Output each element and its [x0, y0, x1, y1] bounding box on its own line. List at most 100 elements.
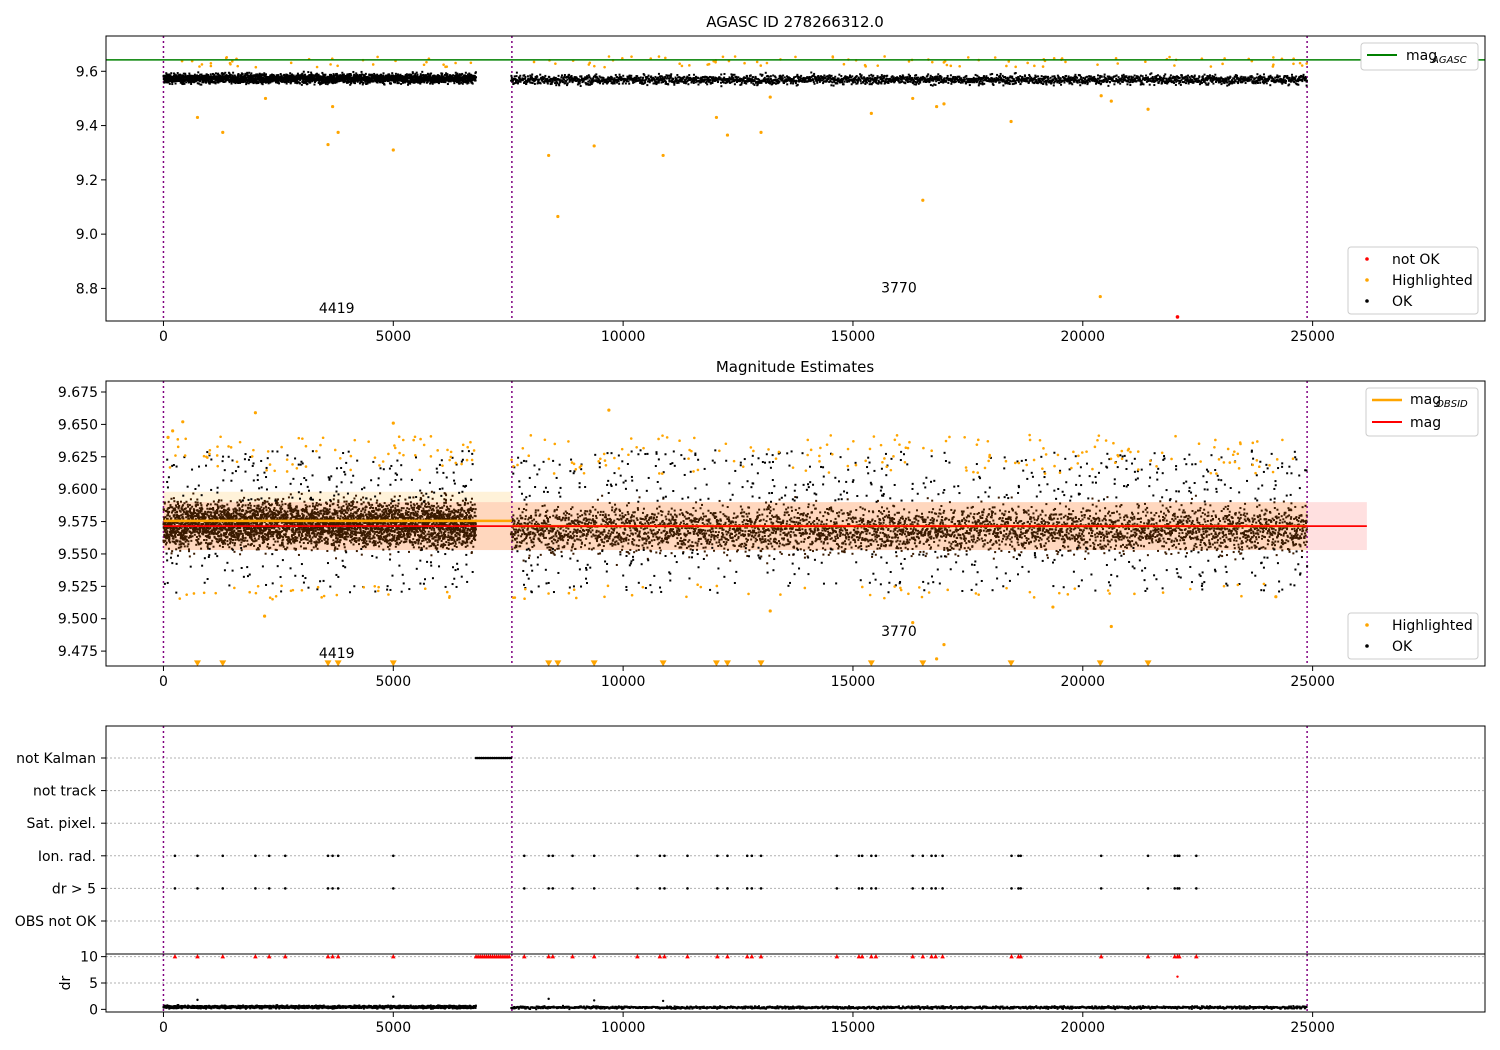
- ok-point: [697, 77, 700, 80]
- ok-point: [1128, 78, 1131, 81]
- ok-point: [984, 79, 987, 82]
- ok-point: [1150, 72, 1153, 75]
- ok-point: [723, 76, 726, 79]
- ok-point: [373, 72, 376, 75]
- ok-point: [621, 82, 624, 85]
- ok-point: [568, 73, 571, 76]
- ok-point: [886, 77, 889, 80]
- ok-point: [681, 80, 684, 83]
- ok-point: [635, 76, 638, 79]
- ok-point: [465, 80, 468, 83]
- ok-point: [317, 81, 320, 84]
- ok-point: [979, 82, 982, 85]
- ok-point: [1020, 80, 1023, 83]
- ok-point: [1163, 74, 1166, 77]
- ok-point: [1096, 80, 1099, 83]
- ok-point: [978, 76, 981, 79]
- ok-point: [633, 81, 636, 84]
- ok-point: [560, 76, 563, 79]
- ok-point: [324, 73, 327, 76]
- ok-point: [1033, 78, 1036, 81]
- ok-point: [1033, 81, 1036, 84]
- ok-point: [1037, 79, 1040, 82]
- ok-point: [920, 76, 923, 79]
- ok-point: [611, 82, 614, 85]
- ok-point: [446, 83, 449, 86]
- ok-point: [733, 80, 736, 83]
- ok-point: [949, 74, 952, 77]
- ok-point: [1189, 78, 1192, 81]
- ok-point: [811, 79, 814, 82]
- ok-point: [990, 79, 993, 82]
- ok-point: [1183, 77, 1186, 80]
- ok-point: [426, 75, 429, 78]
- ok-point: [1096, 74, 1099, 77]
- ok-point: [427, 73, 430, 76]
- ok-point: [684, 78, 687, 81]
- ok-point: [559, 79, 562, 82]
- ok-point: [349, 73, 352, 76]
- ok-point: [258, 72, 261, 75]
- ok-point: [589, 83, 592, 86]
- ok-point: [1177, 79, 1180, 82]
- ok-point: [940, 76, 943, 79]
- ok-point: [1194, 80, 1197, 83]
- ok-point: [902, 75, 905, 78]
- ok-point: [1088, 75, 1091, 78]
- ok-point: [579, 84, 582, 87]
- ok-point: [184, 72, 187, 75]
- ok-point: [400, 82, 403, 85]
- ok-point: [845, 76, 848, 79]
- ok-point: [1181, 76, 1184, 79]
- ok-point: [285, 82, 288, 85]
- ok-point: [830, 84, 833, 87]
- ok-point: [934, 83, 937, 86]
- ok-point: [1185, 78, 1188, 81]
- ok-point: [1023, 77, 1026, 80]
- ok-point: [963, 78, 966, 81]
- ok-point: [751, 78, 754, 81]
- ok-point: [774, 76, 777, 79]
- ok-point: [1203, 80, 1206, 83]
- ok-point: [284, 75, 287, 78]
- ok-point: [871, 81, 874, 84]
- ok-point: [838, 73, 841, 76]
- ok-point: [262, 76, 265, 79]
- ok-point: [1117, 80, 1120, 83]
- ok-point: [260, 80, 263, 83]
- ok-point: [227, 78, 230, 81]
- ok-point: [232, 71, 235, 74]
- ok-point: [626, 78, 629, 81]
- ok-point: [1203, 79, 1206, 82]
- ok-point: [868, 74, 871, 77]
- ok-point: [766, 74, 769, 77]
- ok-point: [363, 75, 366, 78]
- ok-point: [750, 81, 753, 84]
- ok-point: [301, 81, 304, 84]
- ok-point: [887, 81, 890, 84]
- ok-point: [973, 81, 976, 84]
- ok-point: [826, 75, 829, 78]
- ok-point: [729, 78, 732, 81]
- ok-point: [1124, 79, 1127, 82]
- ok-point: [643, 74, 646, 77]
- ok-point: [974, 73, 977, 76]
- ok-point: [863, 77, 866, 80]
- ok-point: [254, 75, 257, 78]
- ok-point: [880, 74, 883, 77]
- ok-point: [1221, 77, 1224, 80]
- ok-point: [868, 83, 871, 86]
- ok-point: [230, 82, 233, 85]
- ok-point: [543, 80, 546, 83]
- ok-point: [646, 76, 649, 79]
- ok-point: [995, 79, 998, 82]
- ok-point: [261, 73, 264, 76]
- ok-point: [722, 81, 725, 84]
- ok-point: [518, 77, 521, 80]
- ok-point: [1156, 74, 1159, 77]
- ok-point: [425, 74, 428, 77]
- ok-point: [274, 80, 277, 83]
- ok-point: [798, 76, 801, 79]
- ok-point: [1011, 77, 1014, 80]
- ok-point: [929, 74, 932, 77]
